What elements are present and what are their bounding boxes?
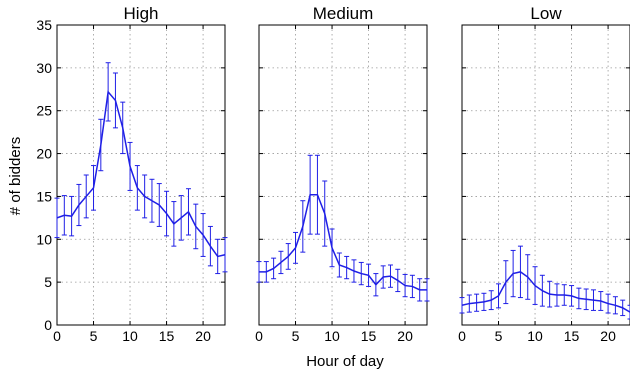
y-tick-label: 0 [44,317,52,333]
y-tick-label: 15 [36,188,52,204]
series-line [259,193,427,291]
x-tick-label: 10 [324,328,340,344]
x-tick-label: 15 [564,328,580,344]
x-tick-label: 0 [458,328,466,344]
x-tick-label: 5 [292,328,300,344]
axes-frame [258,24,428,326]
axes-frame [461,24,630,326]
x-tick-label: 5 [90,328,98,344]
x-tick-label: 0 [255,328,263,344]
panel-high: 0 5 10 15 20 0 5 10 15 20 25 30 35 High [36,4,228,344]
y-tick-label: 5 [44,274,52,290]
series-line [56,90,226,258]
y-axis-label: # of bidders [7,137,24,215]
x-axis-label: Hour of day [306,353,384,370]
panel-title: Low [530,4,562,23]
x-tick-label: 0 [53,328,61,344]
x-tick-label: 5 [495,328,503,344]
panel-medium: 0 5 10 15 20 Medium [255,4,430,344]
series-line [461,271,630,313]
panel-title: Medium [313,4,373,23]
x-tick-label: 20 [397,328,413,344]
y-tick-label: 10 [36,231,52,247]
chart-panels: 0 5 10 15 20 0 5 10 15 20 25 30 35 High 0 5 10 15 20 Medium… [36,4,630,344]
x-tick-label: 10 [122,328,138,344]
x-tick-label: 10 [527,328,543,344]
axes-frame [56,24,226,326]
y-tick-label: 25 [36,103,52,119]
x-tick-label: 15 [361,328,377,344]
y-tick-label: 35 [36,17,52,33]
y-tick-label: 20 [36,146,52,162]
y-tick-label: 30 [36,60,52,76]
x-tick-label: 20 [600,328,616,344]
x-tick-label: 20 [195,328,211,344]
panel-low: 0 5 10 15 20 Low [458,4,630,344]
x-tick-label: 15 [159,328,175,344]
panel-title: High [124,4,159,23]
